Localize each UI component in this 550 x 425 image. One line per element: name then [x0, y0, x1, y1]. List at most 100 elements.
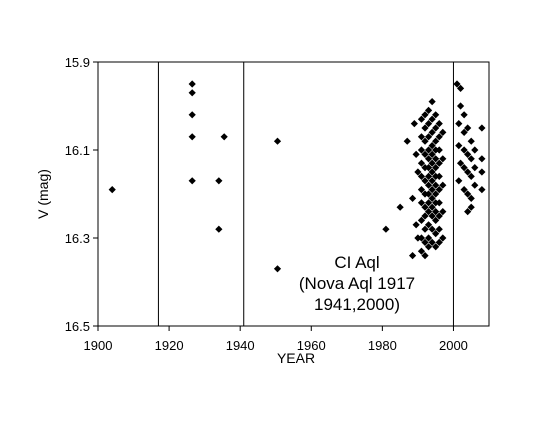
data-point — [421, 150, 429, 158]
data-point — [428, 177, 436, 185]
data-point — [382, 225, 390, 233]
data-point — [439, 181, 447, 189]
data-point — [417, 199, 426, 207]
data-point — [435, 172, 443, 180]
data-point — [464, 150, 472, 158]
data-point — [424, 155, 433, 163]
data-point — [424, 199, 433, 207]
x-axis-title: YEAR — [277, 350, 315, 366]
data-point — [435, 225, 443, 233]
annotation-line-2: (Nova Aql 1917 — [299, 274, 415, 293]
data-point — [428, 203, 436, 211]
data-point — [428, 142, 436, 150]
data-point — [460, 186, 468, 194]
data-point — [428, 186, 436, 194]
data-point — [428, 128, 436, 136]
data-point — [435, 186, 443, 194]
data-point — [478, 124, 486, 132]
data-points — [108, 80, 486, 273]
data-point — [439, 234, 447, 242]
data-point — [432, 230, 440, 238]
data-point — [432, 155, 440, 163]
data-point — [439, 128, 447, 136]
x-tick-label: 1920 — [155, 338, 184, 353]
data-point — [410, 120, 418, 128]
data-point — [428, 115, 436, 123]
x-tick-label: 1940 — [226, 338, 255, 353]
data-point — [464, 124, 472, 132]
data-point — [478, 155, 486, 163]
data-point — [432, 181, 440, 189]
data-point — [421, 177, 429, 185]
data-point — [432, 111, 440, 119]
data-point — [467, 137, 475, 145]
data-point — [421, 238, 429, 246]
data-point — [439, 208, 447, 216]
data-point — [456, 159, 465, 167]
plot-frame — [97, 61, 490, 327]
x-tick-label: 2000 — [439, 338, 468, 353]
data-point — [424, 221, 433, 229]
annotation-line-3: 1941,2000) — [314, 295, 400, 314]
data-point — [417, 146, 426, 154]
y-tick-label: 16.1 — [65, 143, 90, 158]
data-point — [428, 238, 436, 246]
y-axis: 15.9 16.1 16.3 16.5 — [65, 55, 98, 334]
data-point — [432, 216, 440, 224]
data-point — [273, 265, 282, 273]
data-point — [215, 225, 223, 233]
data-point — [428, 212, 436, 220]
data-point — [188, 80, 196, 88]
data-point — [417, 172, 426, 180]
data-point — [424, 120, 433, 128]
data-point — [108, 186, 116, 194]
y-axis-title: V (mag) — [35, 169, 51, 219]
data-point — [417, 234, 426, 242]
y-tick-label: 15.9 — [65, 55, 90, 70]
data-point — [412, 221, 420, 229]
data-point — [435, 199, 443, 207]
data-point — [215, 177, 223, 185]
data-point — [403, 137, 411, 145]
data-point — [432, 124, 440, 132]
data-point — [408, 194, 417, 202]
data-point — [455, 142, 463, 150]
data-point — [455, 120, 463, 128]
data-point — [417, 115, 426, 123]
x-tick-label: 1980 — [368, 338, 397, 353]
y-tick-label: 16.5 — [65, 319, 90, 334]
data-point — [424, 181, 433, 189]
annotation-line-1: CI Aql — [334, 253, 379, 272]
data-point — [456, 102, 465, 110]
data-point — [424, 234, 433, 242]
x-axis: 1900 1920 1940 1960 1980 2000 — [84, 326, 468, 353]
data-point — [424, 172, 433, 180]
data-point — [478, 186, 486, 194]
data-point — [428, 225, 436, 233]
data-point — [453, 80, 461, 88]
data-point — [432, 190, 440, 198]
data-point — [428, 168, 436, 176]
data-point — [421, 124, 429, 132]
data-point — [432, 243, 440, 251]
data-point — [424, 133, 433, 141]
data-point — [435, 159, 443, 167]
data-point — [188, 89, 196, 97]
data-point — [464, 190, 472, 198]
data-point — [428, 98, 436, 106]
data-point — [432, 164, 440, 172]
data-point — [460, 128, 468, 136]
data-point — [435, 238, 443, 246]
data-point — [421, 203, 429, 211]
data-point — [421, 111, 429, 119]
data-point — [421, 212, 429, 220]
data-point — [188, 133, 196, 141]
data-point — [460, 164, 468, 172]
data-point — [471, 164, 479, 172]
data-point — [188, 111, 196, 119]
data-point — [432, 208, 440, 216]
data-point — [424, 146, 433, 154]
y-tick-label: 16.3 — [65, 231, 90, 246]
data-point — [428, 159, 436, 167]
data-point — [396, 203, 404, 211]
